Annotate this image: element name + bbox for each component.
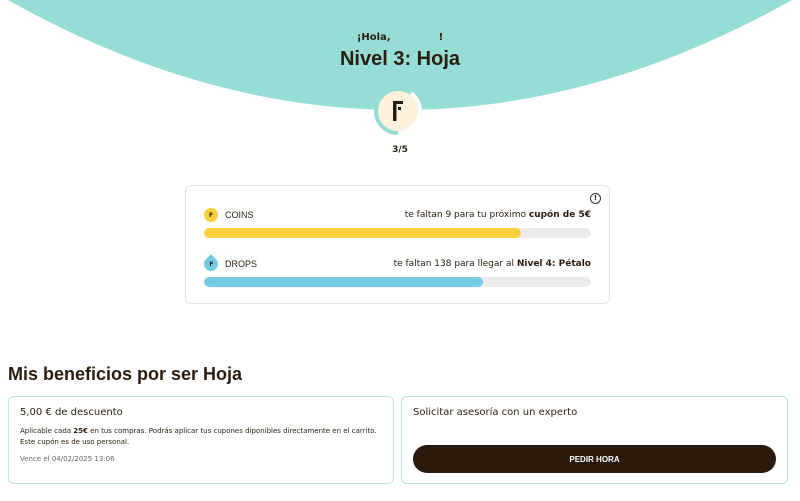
benefit-card-advice: Solicitar asesoría con un experto PEDIR … xyxy=(401,396,788,484)
progress-card: ! F COINS te faltan 9 para tu próximo cu… xyxy=(185,185,610,304)
coins-progress-bar xyxy=(204,228,591,238)
benefits-title: Mis beneficios por ser Hoja xyxy=(8,364,243,384)
benefit-description: Aplicable cada 25€ en tus compras. Podrá… xyxy=(20,427,377,446)
coins-message: te faltan 9 para tu próximo cupón de 5€ xyxy=(404,210,591,220)
benefit-title: Solicitar asesoría con un experto xyxy=(413,407,578,418)
level-progress: 3/5 xyxy=(392,145,408,155)
benefit-title: 5,00 € de descuento xyxy=(20,407,123,418)
drops-row: F DROPS te faltan 138 para llegar al Niv… xyxy=(201,254,591,274)
drops-label: DROPS xyxy=(225,259,258,269)
drops-message: te faltan 138 para llegar al Nivel 4: Pé… xyxy=(393,259,591,269)
greeting: ¡Hola,! xyxy=(356,32,444,43)
info-icon[interactable]: ! xyxy=(590,193,601,204)
level-badge xyxy=(374,87,422,135)
page-title: Nivel 3: Hoja xyxy=(339,48,461,70)
header-background xyxy=(8,0,792,110)
drops-progress-bar xyxy=(204,277,591,287)
coins-label: COINS xyxy=(225,210,254,220)
benefit-card-discount: 5,00 € de descuento Aplicable cada 25€ e… xyxy=(8,396,394,484)
benefit-expiry: Vence el 04/02/2025 13:06 xyxy=(20,455,115,463)
book-appointment-button[interactable]: PEDIR HORA xyxy=(413,445,776,473)
coins-row: F COINS te faltan 9 para tu próximo cupó… xyxy=(204,208,591,222)
drop-icon: F xyxy=(201,254,221,274)
coin-icon: F xyxy=(204,208,218,222)
